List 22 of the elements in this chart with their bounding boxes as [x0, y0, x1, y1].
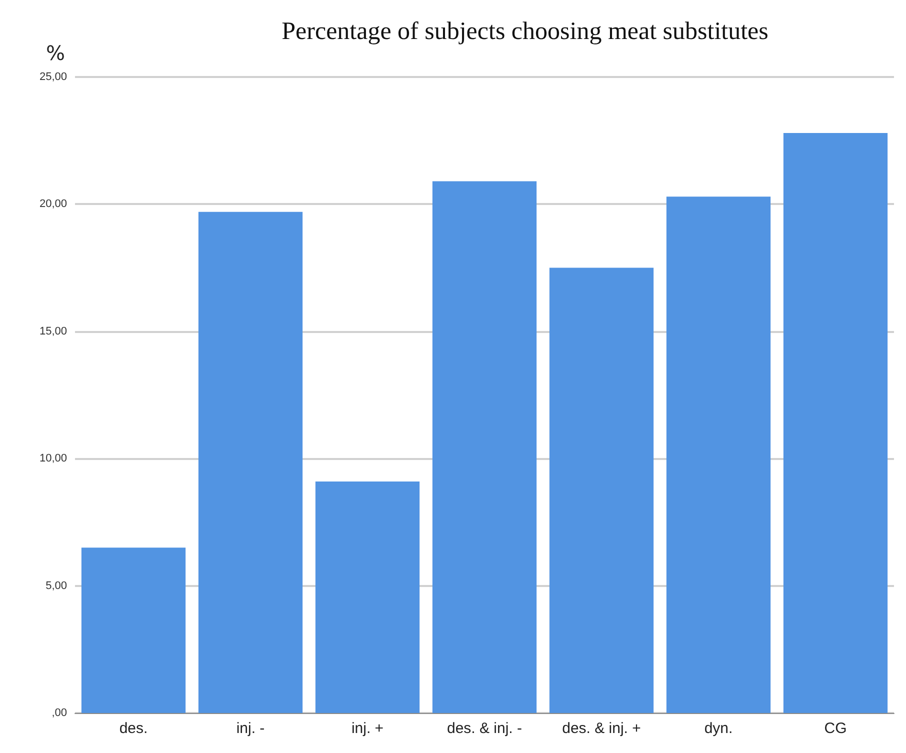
x-tick-label: CG	[824, 720, 847, 737]
chart-title: Percentage of subjects choosing meat substitutes	[282, 18, 768, 45]
y-tick-label: 20,00	[39, 198, 67, 210]
bar	[81, 548, 186, 713]
bar	[666, 196, 771, 713]
x-tick-label: inj. +	[351, 720, 384, 737]
x-tick-label: des.	[119, 720, 148, 737]
y-tick-label: ,00	[52, 707, 67, 719]
bar	[432, 181, 537, 713]
x-tick-label: des. & inj. -	[446, 720, 522, 737]
x-tick-label: inj. -	[236, 720, 265, 737]
y-tick-label: 25,00	[39, 71, 67, 83]
bar	[315, 481, 420, 713]
x-tick-label: des. & inj. +	[562, 720, 642, 737]
x-tick-label: dyn.	[704, 720, 733, 737]
bar	[198, 212, 303, 713]
y-tick-label: 5,00	[46, 580, 67, 592]
y-tick-label: 10,00	[39, 452, 67, 465]
bar	[549, 268, 654, 713]
y-tick-label: 15,00	[39, 325, 67, 338]
bar	[783, 132, 888, 713]
y-axis-title: %	[46, 41, 65, 65]
